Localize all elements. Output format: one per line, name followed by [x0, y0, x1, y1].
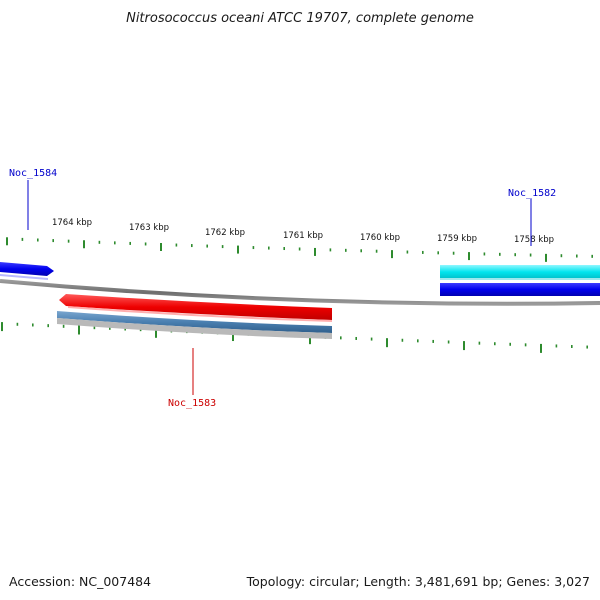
- ruler-label: 1761 kbp: [283, 231, 323, 241]
- ruler-labels: 1764 kbp 1763 kbp 1762 kbp 1761 kbp 1760…: [52, 218, 554, 245]
- svg-text:Noc_1584: Noc_1584: [9, 168, 57, 179]
- ruler-label: 1760 kbp: [360, 233, 400, 243]
- genome-backbone: [0, 279, 600, 306]
- svg-text:Noc_1582: Noc_1582: [508, 188, 556, 199]
- map-title: Nitrosococcus oceani ATCC 19707, complet…: [126, 11, 474, 26]
- gene-noc-1584-feature[interactable]: [0, 262, 54, 280]
- svg-text:Noc_1583: Noc_1583: [168, 398, 216, 409]
- gene-noc-1582-feature[interactable]: [440, 265, 600, 296]
- ruler-label: 1764 kbp: [52, 218, 92, 228]
- gene-noc-1583-feature[interactable]: [59, 294, 332, 322]
- gene-label-noc-1582[interactable]: Noc_1582: [508, 188, 556, 246]
- accession-text: Accession: NC_007484: [9, 574, 151, 589]
- upper-tick-track: [6, 237, 594, 262]
- ruler-label: 1763 kbp: [129, 223, 169, 233]
- ruler-label: 1759 kbp: [437, 234, 477, 244]
- orf-reverse-feature[interactable]: [57, 311, 332, 339]
- genome-summary-text: Topology: circular; Length: 3,481,691 bp…: [246, 574, 590, 589]
- gene-label-noc-1583[interactable]: Noc_1583: [168, 348, 216, 409]
- gene-label-noc-1584[interactable]: Noc_1584: [9, 168, 57, 230]
- ruler-label: 1762 kbp: [205, 228, 245, 238]
- ruler-label: 1758 kbp: [514, 235, 554, 245]
